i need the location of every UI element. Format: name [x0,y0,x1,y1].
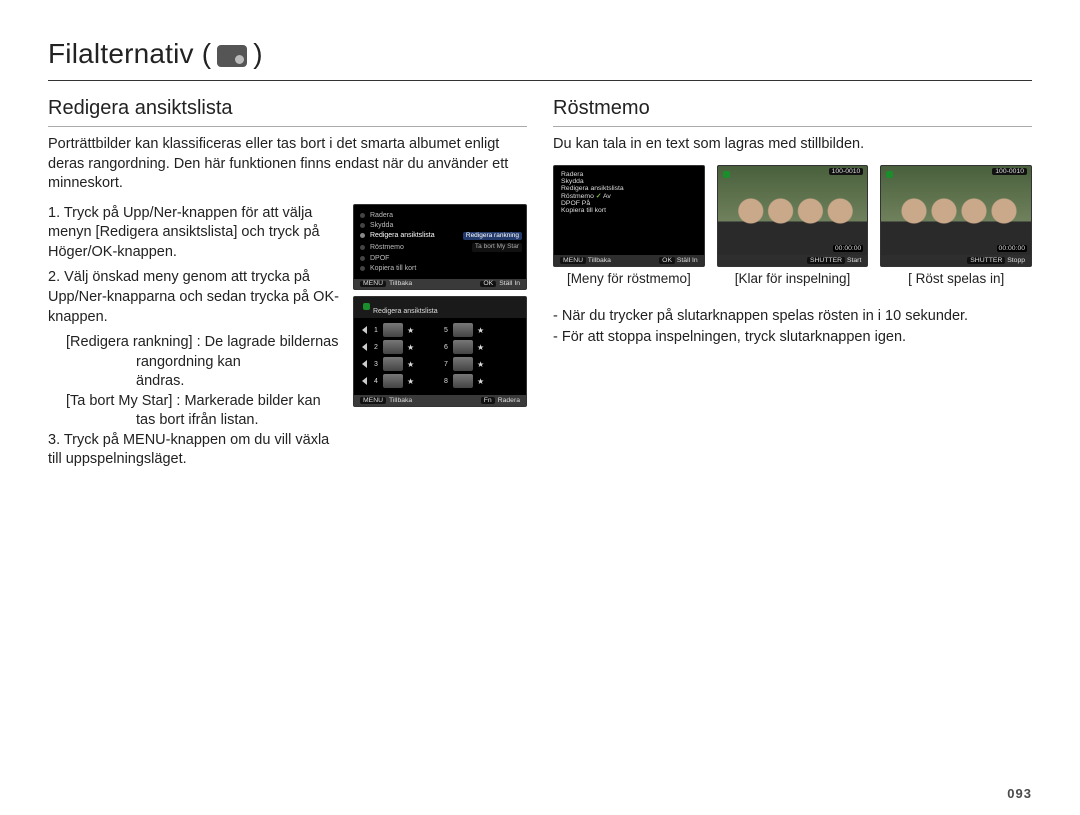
sub-a-l2a: rangordning kan [66,353,339,373]
rank-num: 1 [373,327,379,334]
timer-label: 00:00:00 [833,245,863,252]
right-intro: Du kan tala in en text som lagras med st… [553,135,1032,155]
sub-b-l2: tas bort ifrån listan. [66,411,339,431]
step-2: 2. Välj önskad meny genom att trycka på … [48,268,339,327]
step-1-text: Tryck på Upp/Ner-knappen för att välja m… [48,205,320,260]
key-fn: Fn [481,397,495,404]
key-menu: MENU [360,281,386,288]
check-icon: ✓ [596,193,602,200]
col-right: Röstmemo Du kan tala in en text som lagr… [553,93,1032,476]
menu-item: Kopiera till kort [561,207,606,214]
sub-a-l2b: ändras. [66,372,339,392]
sub-a-label: [Redigera rankning] : [66,334,201,350]
menu-item-selected: Redigera ansiktslista [370,232,435,239]
menu-item: Radera [370,212,393,219]
voice-memo-ready-screenshot: 100-0010 00:00:00 SHUTTER Start [717,165,869,267]
face-thumb [383,323,403,337]
right-notes: - När du trycker på slutarknappen spelas… [553,306,1032,350]
menu-item: Röstmemo [370,244,404,251]
playback-icon [886,171,893,178]
rank-num: 5 [443,327,449,334]
left-heading: Redigera ansiktslista [48,97,527,127]
menu-item: Skydda [561,178,584,185]
facelist-title: Redigera ansiktslista [373,308,438,315]
submenu-option: Ta bort My Star [472,243,522,252]
camera-facelist-screenshot: Redigera ansiktslista 1★ 2★ 3★ 4★ 5★ 6★ [353,296,527,407]
caption-b: [Klar för inspelning] [717,271,869,286]
left-screenshots: Radera Skydda Redigera ansiktslista Redi… [353,204,527,476]
voice-memo-recording-screenshot: 100-0010 00:00:00 SHUTTER Stopp [880,165,1032,267]
key-menu: MENU [360,397,386,404]
file-number: 100-0010 [992,168,1027,175]
file-number: 100-0010 [829,168,864,175]
menu-item: Radera [561,171,583,178]
camera-bottom-bar: MENUTillbaka FnRadera [354,395,526,406]
rank-num: 3 [373,361,379,368]
playback-icon [723,171,730,178]
rank-num: 6 [443,344,449,351]
note-1: - När du trycker på slutarknappen spelas… [553,306,1032,328]
rank-num: 7 [443,361,449,368]
bar-delete: Radera [498,397,520,404]
camera-bottom-bar: MENUTillbaka OKStäll In [354,279,526,290]
opt-off: Av [603,193,611,200]
title-prefix: Filalternativ ( [48,38,211,70]
menu-item: DPOF [561,200,580,207]
bar-set: Ställ In [499,281,520,288]
rank-num: 4 [373,378,379,385]
step-3: 3. Tryck på MENU-knappen om du vill växl… [48,431,339,470]
bar-back: Tillbaka [588,257,611,264]
page-number: 093 [1007,786,1032,801]
step-2-sub-b: [Ta bort My Star] : Markerade bilder kan… [48,392,339,431]
page-title: Filalternativ ( ) [48,38,1032,81]
left-steps: 1. Tryck på Upp/Ner-knappen för att välj… [48,204,339,476]
rank-num: 8 [443,378,449,385]
left-intro: Porträttbilder kan klassificeras eller t… [48,135,527,194]
col-left: Redigera ansiktslista Porträttbilder kan… [48,93,527,476]
left-content-row: 1. Tryck på Upp/Ner-knappen för att välj… [48,204,527,476]
rank-num: 2 [373,344,379,351]
camera-menu-screenshot-1: Radera Skydda Redigera ansiktslista Redi… [353,204,527,291]
key-shutter: SHUTTER [807,257,845,264]
step-3-text: Tryck på MENU-knappen om du vill växla t… [48,432,329,468]
bar-back: Tillbaka [389,281,412,288]
chevron-left-icon [362,326,367,334]
key-shutter: SHUTTER [967,257,1005,264]
sub-b-text: Markerade bilder kan [184,393,320,409]
key-ok: OK [659,257,675,264]
label-stop: Stopp [1007,257,1025,264]
timer-label: 00:00:00 [997,245,1027,252]
manual-page: Filalternativ ( ) Redigera ansiktslista … [0,0,1080,815]
title-suffix: ) [253,38,263,70]
key-ok: OK [480,281,496,288]
caption-a: [Meny för röstmemo] [553,271,705,286]
label-start: Start [847,257,861,264]
bar-back: Tillbaka [389,397,412,404]
key-menu: MENU [560,257,586,264]
playback-icon [363,303,370,310]
step-2-sub-a: [Redigera rankning] : De lagrade bildern… [48,333,339,392]
caption-c: [ Röst spelas in] [880,271,1032,286]
opt-on: På [582,200,590,207]
right-heading: Röstmemo [553,97,1032,127]
star-icon: ★ [407,326,414,335]
menu-item: Skydda [370,222,393,229]
bar-set: Ställ In [677,257,698,264]
menu-item: Redigera ansiktslista [561,185,624,192]
right-screenshot-row: Radera Skydda Redigera ansiktslista Röst… [553,165,1032,286]
voice-memo-menu-screenshot: Radera Skydda Redigera ansiktslista Röst… [553,165,705,267]
menu-item: DPOF [370,255,389,262]
sub-b-label: [Ta bort My Star] : [66,393,180,409]
menu-item-selected: Röstmemo [561,193,594,200]
file-options-icon [217,45,247,67]
submenu-selected: Redigera rankning [463,232,522,241]
step-2-text: Välj önskad meny genom att trycka på Upp… [48,269,339,324]
two-column-layout: Redigera ansiktslista Porträttbilder kan… [48,93,1032,476]
step-1: 1. Tryck på Upp/Ner-knappen för att välj… [48,204,339,263]
sub-a-text: De lagrade bildernas [205,334,339,350]
menu-item: Kopiera till kort [370,265,416,272]
note-2: - För att stoppa inspelningen, tryck slu… [553,327,1032,349]
